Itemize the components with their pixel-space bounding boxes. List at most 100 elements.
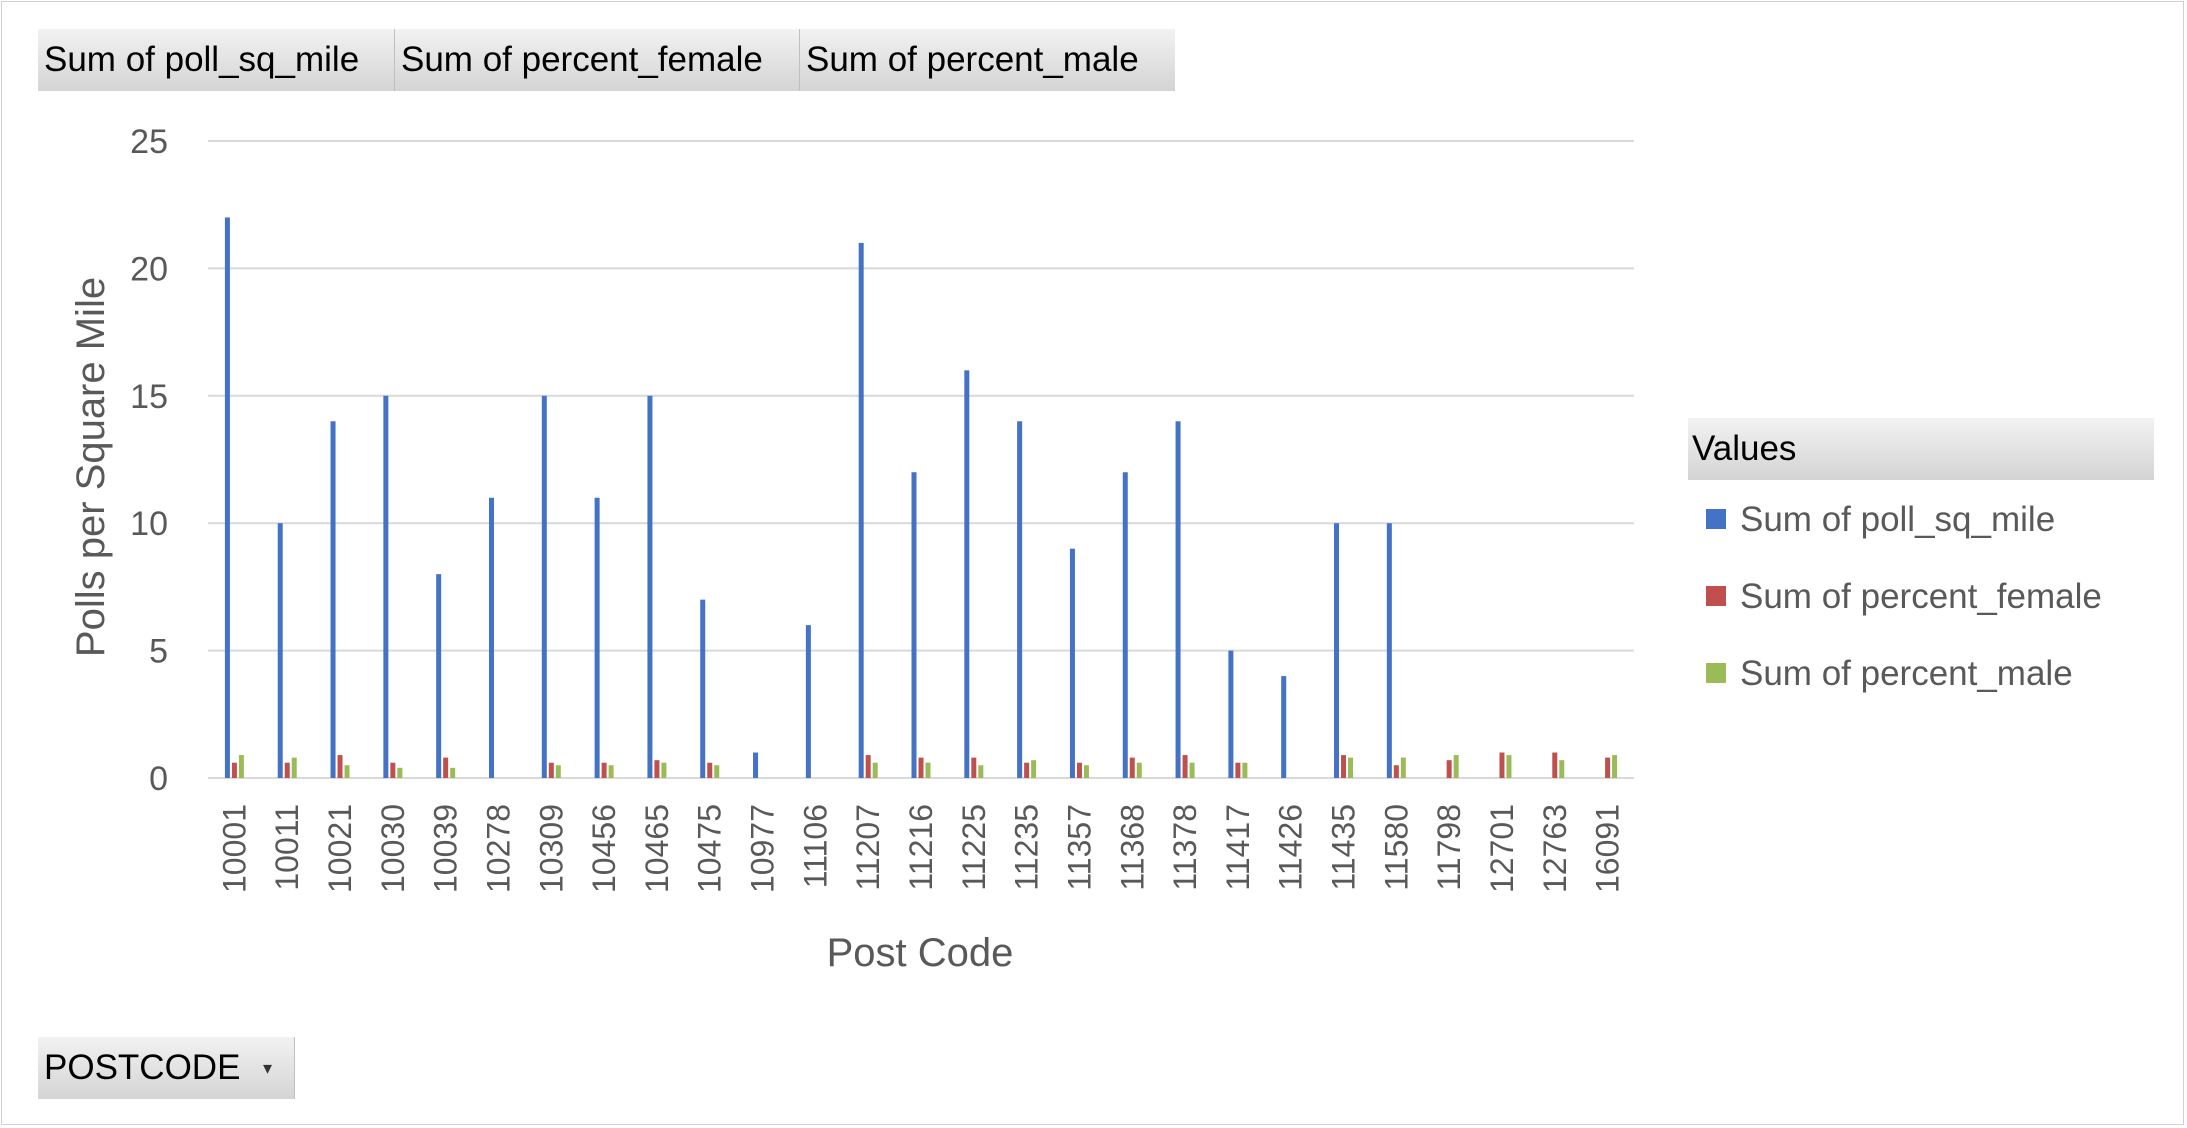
bar-percent-female[interactable] <box>707 762 713 778</box>
x-tick-label: 11378 <box>1167 804 1203 891</box>
bar-percent-male[interactable] <box>1031 760 1037 778</box>
value-field-button-percent-female[interactable]: Sum of percent_female <box>395 29 800 91</box>
bar-percent-male[interactable] <box>1242 762 1248 778</box>
bar-percent-female[interactable] <box>865 755 871 778</box>
bar-percent-female[interactable] <box>443 757 449 778</box>
bar-percent-male[interactable] <box>978 765 984 778</box>
bar-percent-female[interactable] <box>601 762 607 778</box>
bar-percent-female[interactable] <box>1499 752 1505 778</box>
bar-percent-male[interactable] <box>397 767 403 778</box>
bar-poll-sq-mile[interactable] <box>1386 523 1392 778</box>
bar-percent-female[interactable] <box>918 757 924 778</box>
legend-title[interactable]: Values <box>1688 418 2154 480</box>
bar-percent-male[interactable] <box>1400 757 1406 778</box>
bar-poll-sq-mile[interactable] <box>647 395 653 778</box>
legend-swatch <box>1706 508 1726 529</box>
gridlines <box>208 140 1634 779</box>
bar-poll-sq-mile[interactable] <box>1069 548 1075 778</box>
bar-poll-sq-mile[interactable] <box>911 472 917 778</box>
bar-percent-male[interactable] <box>1506 755 1512 778</box>
x-tick-label: 11357 <box>1061 804 1097 891</box>
bar-poll-sq-mile[interactable] <box>436 574 442 778</box>
bars <box>224 217 1618 779</box>
y-tick-label: 25 <box>130 123 168 161</box>
bar-poll-sq-mile[interactable] <box>330 421 336 778</box>
bar-poll-sq-mile[interactable] <box>805 625 811 778</box>
bar-percent-male[interactable] <box>714 765 720 778</box>
bar-poll-sq-mile[interactable] <box>858 242 864 779</box>
bar-poll-sq-mile[interactable] <box>1281 676 1287 778</box>
bar-poll-sq-mile[interactable] <box>488 497 494 778</box>
bar-percent-male[interactable] <box>925 762 931 778</box>
bar-percent-female[interactable] <box>390 762 396 778</box>
bar-percent-male[interactable] <box>238 755 244 778</box>
x-tick-label: 12763 <box>1537 804 1573 893</box>
x-tick-label: 11798 <box>1431 804 1467 891</box>
postcode-field-button[interactable]: POSTCODE ▾ <box>38 1037 295 1099</box>
x-tick-label: 10001 <box>216 804 252 893</box>
bar-percent-male[interactable] <box>608 765 614 778</box>
bar-percent-male[interactable] <box>555 765 561 778</box>
bar-percent-female[interactable] <box>654 760 660 778</box>
x-tick-label: 11417 <box>1220 804 1256 891</box>
bar-poll-sq-mile[interactable] <box>277 523 283 778</box>
legend-label: Sum of poll_sq_mile <box>1740 500 2056 539</box>
bar-percent-female[interactable] <box>971 757 977 778</box>
bar-poll-sq-mile[interactable] <box>1017 421 1023 778</box>
bar-poll-sq-mile[interactable] <box>383 395 389 778</box>
y-tick-label: 15 <box>130 378 168 416</box>
bar-percent-male[interactable] <box>1453 755 1459 778</box>
bar-poll-sq-mile[interactable] <box>1175 421 1181 778</box>
x-tick-label: 10039 <box>428 804 464 893</box>
x-tick-label: 11216 <box>903 804 939 891</box>
x-tick-label: 11426 <box>1273 804 1309 891</box>
bar-percent-male[interactable] <box>1189 762 1195 778</box>
y-axis-title: Polls per Square Mile <box>69 277 113 657</box>
bar-poll-sq-mile[interactable] <box>964 370 970 778</box>
bar-percent-male[interactable] <box>1136 762 1142 778</box>
bar-poll-sq-mile[interactable] <box>1228 650 1234 778</box>
bar-percent-female[interactable] <box>1182 755 1188 778</box>
x-axis-title: Post Code <box>827 931 1014 975</box>
y-tick-label: 10 <box>130 505 168 543</box>
bar-percent-female[interactable] <box>1235 762 1241 778</box>
bar-percent-female[interactable] <box>1605 757 1611 778</box>
bar-percent-female[interactable] <box>548 762 554 778</box>
bar-percent-female[interactable] <box>1552 752 1558 778</box>
value-field-button-poll-sq-mile[interactable]: Sum of poll_sq_mile <box>38 29 395 91</box>
bar-percent-female[interactable] <box>337 755 343 778</box>
bar-poll-sq-mile[interactable] <box>700 599 706 778</box>
bar-poll-sq-mile[interactable] <box>1334 523 1340 778</box>
x-tick-label: 10011 <box>269 804 305 891</box>
x-tick-label: 10030 <box>375 804 411 893</box>
bar-percent-male[interactable] <box>1348 757 1354 778</box>
bar-percent-male[interactable] <box>1083 765 1089 778</box>
bar-percent-male[interactable] <box>1559 760 1565 778</box>
x-tick-label: 10475 <box>692 804 728 893</box>
bar-percent-male[interactable] <box>450 767 456 778</box>
bar-poll-sq-mile[interactable] <box>753 752 759 778</box>
bar-percent-male[interactable] <box>291 757 297 778</box>
x-tick-label: 10456 <box>586 804 622 893</box>
bar-percent-female[interactable] <box>1076 762 1082 778</box>
y-tick-label: 0 <box>149 760 168 798</box>
bar-percent-female[interactable] <box>1393 765 1399 778</box>
bar-percent-male[interactable] <box>344 765 350 778</box>
bar-poll-sq-mile[interactable] <box>1122 472 1128 778</box>
bar-poll-sq-mile[interactable] <box>594 497 600 778</box>
value-field-button-percent-male[interactable]: Sum of percent_male <box>800 29 1175 91</box>
x-tick-label: 16091 <box>1590 804 1626 893</box>
bar-percent-female[interactable] <box>231 762 237 778</box>
bar-poll-sq-mile[interactable] <box>224 217 230 778</box>
bar-percent-female[interactable] <box>1341 755 1347 778</box>
bar-percent-female[interactable] <box>1129 757 1135 778</box>
bar-percent-female[interactable] <box>284 762 290 778</box>
x-tick-label: 10309 <box>533 804 569 893</box>
bar-percent-female[interactable] <box>1446 760 1452 778</box>
bar-poll-sq-mile[interactable] <box>541 395 547 778</box>
bar-percent-male[interactable] <box>661 762 667 778</box>
bar-percent-male[interactable] <box>1612 755 1618 778</box>
bar-percent-male[interactable] <box>872 762 878 778</box>
bar-percent-female[interactable] <box>1024 762 1030 778</box>
